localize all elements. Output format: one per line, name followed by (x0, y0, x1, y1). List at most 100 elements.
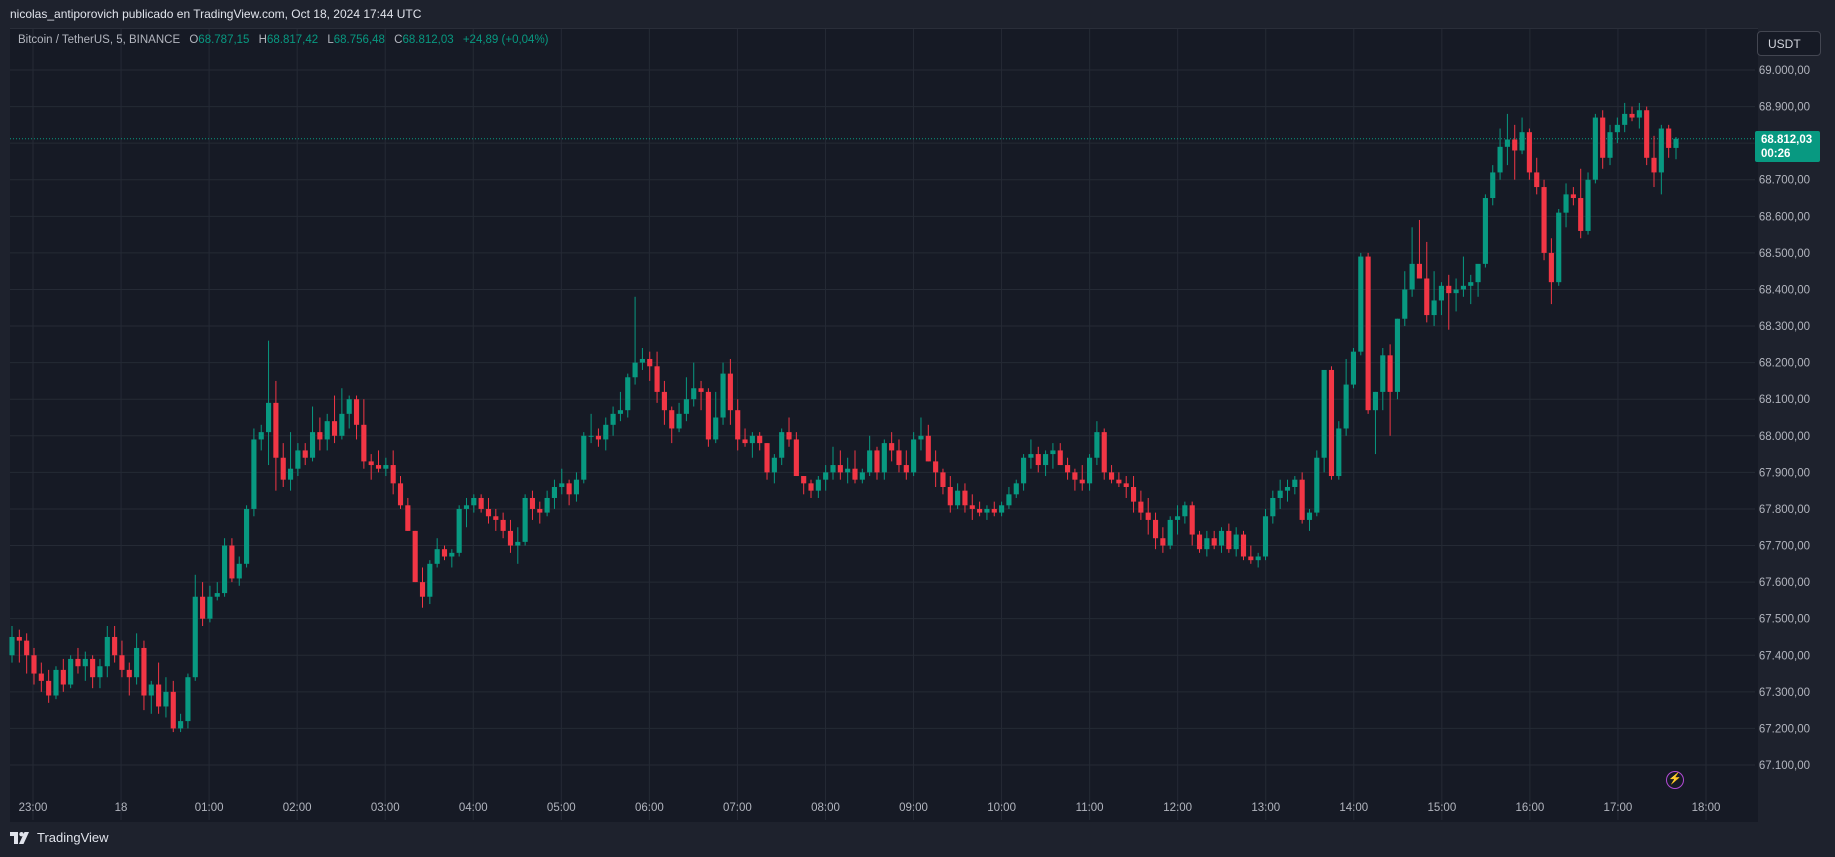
price-tick-label: 68.400,00 (1759, 284, 1810, 296)
candle (331, 395, 338, 444)
candle (60, 658, 66, 692)
candle (1636, 102, 1642, 129)
candle (302, 443, 308, 466)
candle (90, 655, 96, 689)
price-tick-label: 68.500,00 (1759, 248, 1810, 260)
candle-body (427, 563, 433, 597)
candle (830, 446, 836, 480)
candle (617, 391, 623, 422)
currency-button[interactable]: USDT (1757, 31, 1821, 56)
time-axis[interactable]: 23:00 18 01:00 02:00 03:00 04:00 05:00 06:00 07:… (19, 802, 1721, 814)
candle-body (185, 677, 191, 722)
candle-body (955, 490, 961, 506)
open-label: O (189, 34, 199, 46)
time-tick-label: 11:00 (1076, 802, 1104, 814)
candle-body (867, 450, 873, 473)
close-label: C (394, 34, 403, 46)
candle-body (507, 530, 514, 546)
candle (1204, 530, 1210, 557)
candle (977, 501, 983, 517)
candle (1556, 209, 1562, 286)
candle-body (229, 545, 235, 579)
candle-body (1343, 384, 1349, 429)
candle-body (1233, 534, 1239, 550)
candle-body (90, 658, 96, 678)
candle (1116, 472, 1122, 487)
candle (647, 351, 653, 381)
price-tick-label: 67.500,00 (1759, 614, 1810, 626)
lightning-bolt-icon[interactable]: ⚡ (1666, 771, 1684, 789)
candle-body (1372, 391, 1379, 411)
candle-body (962, 490, 968, 506)
candle (603, 417, 609, 451)
candle (68, 655, 74, 689)
candle-body (515, 541, 521, 546)
candle (889, 432, 895, 462)
candle (471, 494, 477, 513)
candle (1402, 271, 1408, 327)
candle (955, 483, 961, 509)
candle (1394, 318, 1401, 400)
symbol-name[interactable]: Bitcoin / TetherUS, 5, BINANCE (18, 34, 181, 46)
candle-body (654, 366, 660, 392)
time-tick-label: 17:00 (1604, 802, 1633, 814)
candle-body (24, 640, 30, 656)
candle (1321, 369, 1327, 473)
candle (222, 538, 228, 597)
last-price-tag: 68.812,03 00:26 (1755, 131, 1820, 162)
candle-body (53, 669, 59, 696)
candle (676, 402, 682, 433)
candle (339, 388, 345, 440)
candle (1108, 465, 1115, 484)
candle (1519, 117, 1525, 155)
candle-body (419, 582, 426, 597)
candle-body (859, 472, 865, 480)
candle (1248, 545, 1254, 564)
candle-body (661, 391, 667, 411)
candle-body (1079, 479, 1085, 484)
time-tick-label: 02:00 (283, 802, 312, 814)
candle-body (361, 424, 367, 462)
candle-body (603, 424, 609, 440)
candle-body (896, 450, 902, 466)
time-tick-label: 14:00 (1339, 802, 1368, 814)
chart-grid (10, 29, 1755, 820)
candle-body (500, 519, 506, 531)
chart-pane[interactable] (10, 28, 1758, 823)
candle-body (1211, 538, 1217, 546)
candle (595, 428, 601, 447)
candle-body (1087, 457, 1093, 484)
candle-body (1578, 198, 1584, 231)
time-tick-label: 03:00 (371, 802, 400, 814)
candle (1270, 490, 1276, 524)
candle (1145, 497, 1151, 535)
time-tick-label: 09:00 (899, 802, 928, 814)
candle-body (1534, 172, 1540, 188)
candle-body (1255, 556, 1261, 561)
candle (683, 377, 689, 422)
candle (786, 417, 792, 447)
candle-body (1475, 263, 1481, 283)
brand-footer[interactable]: TradingView (10, 830, 109, 845)
candle (1182, 501, 1188, 524)
candle-body (676, 413, 682, 429)
candle-body (1519, 132, 1525, 151)
candle (1306, 508, 1313, 531)
time-tick-label: 04:00 (459, 802, 488, 814)
candle-body (925, 435, 931, 462)
price-axis[interactable]: 67.100,00 67.200,00 67.300,00 67.400,00 67.5… (1759, 65, 1810, 772)
candle-body (434, 549, 440, 564)
candle-body (969, 505, 975, 509)
candle-body (771, 457, 777, 473)
candle-body (1409, 263, 1415, 290)
symbol-legend[interactable]: Bitcoin / TetherUS, 5, BINANCE O68.787,1… (18, 34, 549, 46)
candle-body (331, 421, 338, 436)
candle-body (1218, 530, 1225, 546)
candle (896, 439, 902, 473)
candle-body (405, 505, 411, 531)
candle (1548, 238, 1554, 305)
candle-body (353, 399, 360, 425)
candle (537, 501, 543, 524)
candle-body (1622, 113, 1628, 125)
